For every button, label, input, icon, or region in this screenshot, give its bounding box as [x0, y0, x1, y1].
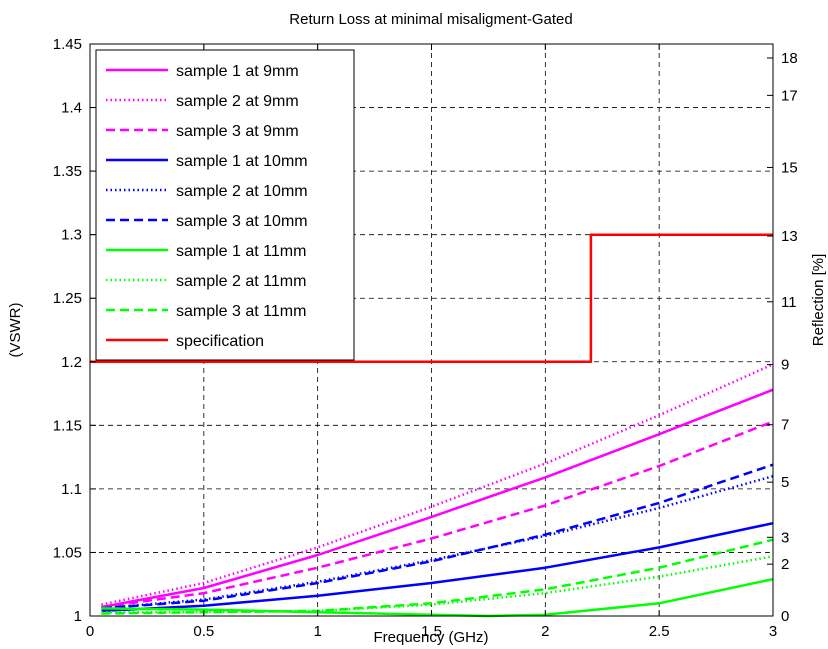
y-right-tick-label: 9	[781, 357, 789, 374]
x-tick-label: 1	[313, 623, 321, 640]
legend-label: sample 2 at 10mm	[176, 183, 308, 200]
y-left-tick-label: 1.4	[61, 100, 82, 117]
legend-label: sample 1 at 9mm	[176, 63, 299, 80]
y-right-tick-label: 5	[781, 474, 789, 491]
legend-label: specification	[176, 333, 264, 350]
y-right-tick-label: 3	[781, 529, 789, 546]
y-left-tick-label: 1.1	[61, 481, 82, 498]
legend-label: sample 2 at 11mm	[176, 273, 306, 290]
x-tick-label: 3	[769, 623, 777, 640]
legend-label: sample 1 at 11mm	[176, 243, 306, 260]
chart-title: Return Loss at minimal misaligment-Gated	[289, 11, 572, 28]
x-axis-label: Frequency (GHz)	[373, 629, 488, 646]
legend-label: sample 3 at 9mm	[176, 123, 299, 140]
x-tick-label: 2	[541, 623, 549, 640]
y-left-tick-label: 1.2	[61, 354, 82, 371]
y-right-tick-label: 7	[781, 417, 789, 434]
legend-label: sample 1 at 10mm	[176, 153, 308, 170]
y-axis-right-label: Reflection [%]	[810, 254, 827, 347]
y-right-tick-label: 11	[781, 294, 797, 311]
y-right-tick-label: 0	[781, 608, 789, 625]
legend: sample 1 at 9mm sample 2 at 9mm sample 3 a…	[96, 50, 354, 360]
legend-label: sample 2 at 9mm	[176, 93, 299, 110]
y-left-tick-label: 1.35	[53, 163, 82, 180]
y-right-tick-label: 13	[781, 228, 798, 245]
y-left-tick-label: 1.15	[53, 417, 82, 434]
y-right-tick-label: 2	[781, 556, 789, 573]
y-right-tick-label: 18	[781, 50, 798, 67]
y-left-tick-label: 1	[74, 608, 82, 625]
y-left-tick-label: 1.25	[53, 290, 82, 307]
y-left-tick-label: 1.45	[53, 36, 82, 53]
legend-label: sample 3 at 11mm	[176, 303, 306, 320]
x-tick-label: 2.5	[649, 623, 670, 640]
x-tick-label: 0.5	[193, 623, 214, 640]
y-right-tick-label: 17	[781, 87, 798, 104]
y-left-tick-label: 1.3	[61, 227, 82, 244]
legend-label: sample 3 at 10mm	[176, 213, 308, 230]
y-right-tick-label: 15	[781, 159, 798, 176]
x-tick-label: 0	[86, 623, 94, 640]
y-left-tick-label: 1.05	[53, 544, 82, 561]
y-axis-left-label: (VSWR)	[7, 303, 24, 358]
